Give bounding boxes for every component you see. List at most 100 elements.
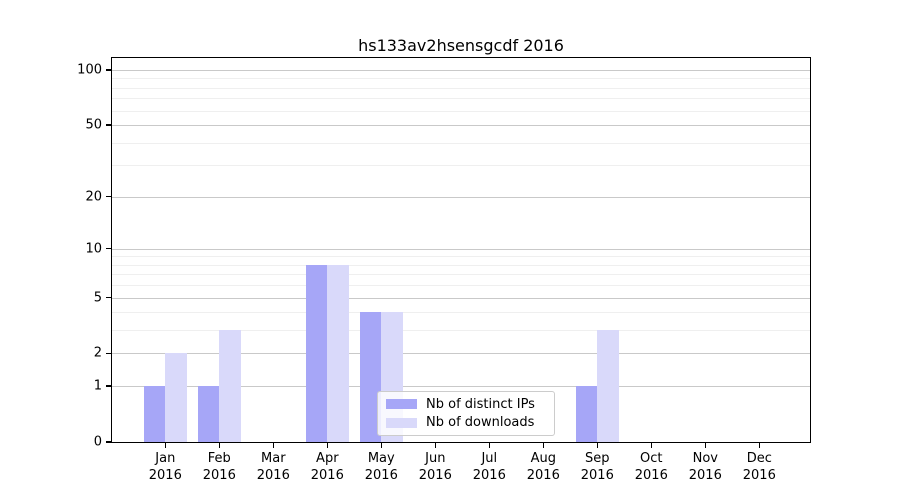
bar-distinct-ips-jan	[143, 386, 166, 442]
major-gridline	[112, 386, 810, 388]
major-gridline	[112, 69, 810, 71]
bar-distinct-ips-sep	[575, 386, 598, 442]
x-tick-label: Apr 2016	[295, 450, 359, 484]
x-tick-year: 2016	[472, 468, 506, 483]
x-tick-label: Nov 2016	[673, 450, 737, 484]
y-tick-label: 50	[85, 117, 102, 133]
x-tick-year: 2016	[526, 468, 560, 483]
bar-downloads-sep	[597, 330, 620, 442]
minor-gridline	[112, 330, 810, 332]
minor-gridline	[112, 274, 810, 276]
y-tick-label: 20	[85, 189, 102, 204]
y-tick-label: 100	[77, 62, 102, 78]
x-tick-mark	[758, 443, 760, 448]
x-tick-year: 2016	[418, 468, 452, 483]
x-tick-mark	[164, 443, 166, 448]
x-tick-label: Jul 2016	[457, 450, 521, 484]
minor-gridline	[112, 142, 810, 144]
x-tick-label: Aug 2016	[511, 450, 575, 484]
bar-distinct-ips-feb	[197, 386, 220, 442]
legend-label: Nb of downloads	[426, 415, 535, 431]
legend-label: Nb of distinct IPs	[426, 396, 535, 412]
bar-downloads-feb	[219, 330, 242, 442]
y-tick-label: 10	[85, 241, 102, 257]
y-tick-mark	[106, 296, 111, 299]
legend-swatch-downloads	[386, 417, 417, 428]
legend-item: Nb of distinct IPs	[386, 397, 546, 412]
x-tick-month: Jul	[481, 451, 498, 466]
y-tick-label: 2	[93, 345, 102, 361]
x-tick-mark	[488, 443, 490, 448]
y-tick-mark	[106, 352, 111, 355]
x-tick-month: Mar	[261, 451, 286, 466]
minor-gridline	[112, 285, 810, 287]
y-tick-label: 0	[93, 434, 102, 450]
x-tick-year: 2016	[148, 468, 182, 483]
major-gridline	[112, 125, 810, 126]
legend: Nb of distinct IPs Nb of downloads	[377, 391, 555, 436]
x-tick-label: Mar 2016	[241, 450, 305, 484]
major-gridline	[112, 353, 810, 355]
x-tick-month: Dec	[746, 451, 772, 466]
minor-gridline	[112, 87, 810, 89]
y-tick-mark	[106, 441, 111, 443]
legend-swatch-distinct-ips	[386, 399, 417, 410]
major-gridline	[112, 297, 810, 299]
x-tick-label: Sep 2016	[565, 450, 629, 484]
bar-distinct-ips-may	[359, 312, 382, 442]
x-tick-month: Nov	[692, 451, 718, 466]
x-tick-month: May	[367, 451, 395, 466]
x-tick-mark	[542, 443, 544, 448]
minor-gridline	[112, 264, 810, 266]
x-tick-mark	[380, 443, 382, 448]
x-tick-month: Aug	[530, 451, 556, 466]
bar-downloads-apr	[327, 264, 350, 442]
x-tick-label: Oct 2016	[619, 450, 683, 484]
y-tick-label: 1	[93, 378, 102, 394]
legend-item: Nb of downloads	[386, 415, 546, 430]
y-tick-mark	[106, 247, 111, 250]
x-tick-month: Oct	[640, 451, 663, 466]
x-tick-year: 2016	[688, 468, 722, 483]
x-tick-label: Dec 2016	[727, 450, 791, 484]
x-tick-label: May 2016	[349, 450, 413, 484]
x-tick-month: Apr	[316, 451, 339, 466]
y-tick-mark	[106, 195, 111, 198]
x-tick-label: Jun 2016	[403, 450, 467, 484]
x-tick-mark	[650, 443, 652, 448]
x-tick-label: Jan 2016	[133, 450, 197, 484]
x-tick-label: Feb 2016	[187, 450, 251, 484]
x-tick-mark	[434, 443, 436, 448]
minor-gridline	[112, 98, 810, 100]
y-tick-label: 5	[93, 290, 102, 305]
x-tick-mark	[218, 443, 220, 448]
minor-gridline	[112, 256, 810, 258]
bar-distinct-ips-apr	[305, 264, 328, 442]
major-gridline	[112, 196, 810, 198]
x-tick-mark	[704, 443, 706, 448]
x-tick-year: 2016	[310, 468, 344, 483]
minor-gridline	[112, 110, 810, 112]
major-gridline	[112, 248, 810, 250]
minor-gridline	[112, 78, 810, 80]
x-tick-year: 2016	[634, 468, 668, 483]
x-tick-mark	[596, 443, 598, 448]
x-tick-year: 2016	[256, 468, 290, 483]
minor-gridline	[112, 165, 810, 167]
x-tick-year: 2016	[742, 468, 776, 483]
x-tick-mark	[326, 443, 328, 448]
plot-area	[112, 58, 810, 442]
y-tick-mark	[106, 69, 111, 71]
x-tick-year: 2016	[202, 468, 236, 483]
x-tick-month: Jun	[425, 451, 446, 466]
y-tick-mark	[106, 385, 111, 387]
x-tick-year: 2016	[364, 468, 398, 483]
x-tick-year: 2016	[580, 468, 614, 483]
x-tick-month: Feb	[207, 451, 231, 466]
bar-downloads-jan	[165, 353, 188, 442]
x-tick-month: Jan	[155, 451, 176, 466]
x-tick-mark	[272, 443, 274, 448]
minor-gridline	[112, 312, 810, 314]
y-tick-mark	[106, 124, 111, 126]
